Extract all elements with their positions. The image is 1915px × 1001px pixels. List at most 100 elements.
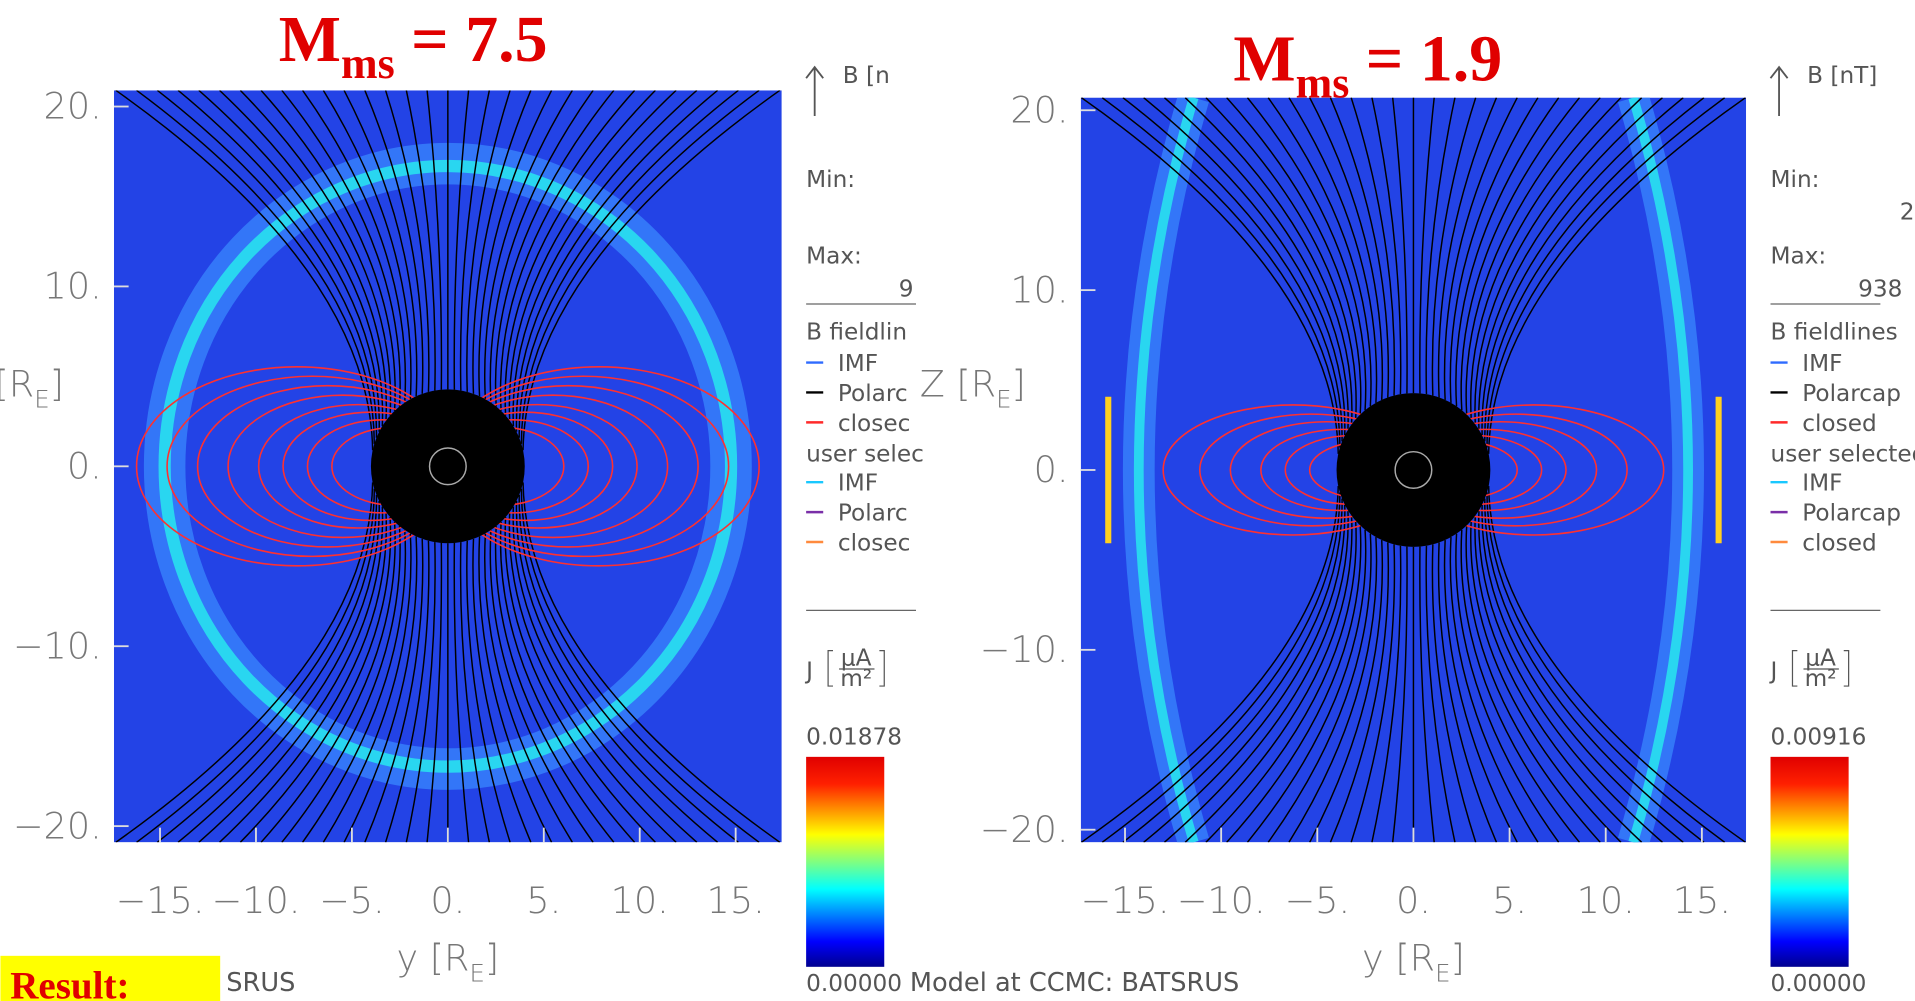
field-line: [1122, 97, 1343, 442]
field-line: [1484, 498, 1705, 843]
x-axis-label: y [RE]: [396, 936, 499, 987]
field-map: [1080, 97, 1747, 843]
credit: SRUS: [226, 968, 295, 998]
x-tick-label: −10.: [1177, 879, 1266, 922]
field-line: [1437, 97, 1498, 398]
b-max-value: 9: [899, 276, 914, 303]
field-line: [1474, 97, 1643, 425]
field-line: [1350, 544, 1396, 843]
field-line: [453, 542, 470, 843]
legend-label: IMF: [838, 350, 878, 377]
field-line: [1481, 97, 1684, 436]
field-line: [484, 90, 573, 400]
y-tick-label: −10.: [13, 624, 102, 667]
field-line: [1163, 97, 1349, 430]
earth: [1336, 393, 1491, 547]
field-line: [1143, 97, 1346, 436]
field-line: [459, 90, 491, 391]
y-tick-label: −20.: [13, 804, 102, 847]
b-min-label: Min:: [806, 166, 855, 193]
title-main: M: [279, 3, 341, 76]
y-tick-label: 20.: [44, 85, 102, 128]
field-line: [1329, 542, 1390, 843]
field-line: [1470, 520, 1622, 843]
field-line: [1329, 97, 1390, 398]
title-sub: ms: [341, 39, 395, 88]
field-line: [1431, 544, 1477, 843]
b-label: B [n: [843, 62, 890, 89]
legend-label: closed: [1802, 410, 1876, 437]
colorbar-symbol: J: [804, 658, 813, 685]
earth-inner: [1394, 450, 1433, 490]
bracket: [1791, 650, 1850, 687]
field-line: [281, 526, 401, 843]
field-line: [484, 533, 573, 843]
field-line: [1350, 97, 1396, 396]
field-line: [1309, 540, 1384, 843]
x-tick-label: 10.: [1577, 879, 1635, 922]
field-line: [466, 90, 511, 392]
field-line: [136, 488, 376, 843]
field-line: [1481, 504, 1684, 843]
colorbar: [1770, 756, 1849, 967]
field-line: [1080, 97, 1339, 454]
credit: Model at CCMC: BATSRUS: [910, 968, 1239, 998]
colorbar-tick-label: 0.00000: [1771, 970, 1867, 997]
x-axis-label-close: ]: [1451, 936, 1465, 979]
colorbar-den: m²: [840, 665, 872, 692]
field-line: [405, 90, 436, 391]
legend-label: IMF: [1802, 470, 1842, 497]
x-tick-label: 0.: [430, 879, 465, 922]
x-tick-label: −5.: [319, 879, 385, 922]
field-line: [1437, 542, 1498, 843]
x-tick-label: −5.: [1284, 879, 1350, 922]
title-rest: = 7.5: [395, 3, 548, 76]
y-tick-label: 0.: [67, 445, 102, 488]
x-tick-label: −15.: [1081, 879, 1170, 922]
b-arrow: [1769, 65, 1789, 116]
field-line: [1449, 97, 1539, 403]
colorbar-num: μA: [1805, 644, 1836, 671]
legend-label: Polarcap: [1802, 500, 1901, 527]
x-tick-label: 0.: [1396, 879, 1431, 922]
field-line: [1465, 97, 1601, 415]
field-line: [343, 90, 418, 397]
field-line: [239, 90, 392, 416]
y-tick-label: 10.: [44, 265, 102, 308]
colorbar-tick-label: 0.01878: [806, 724, 902, 751]
field-line: [494, 90, 615, 407]
x-tick-label: 10.: [611, 879, 669, 922]
y-tick-label: 10.: [1010, 268, 1068, 311]
x-axis-label-close: ]: [485, 936, 499, 979]
legend-label: IMF: [1802, 350, 1842, 377]
field-line: [499, 521, 636, 843]
field-line: [1455, 97, 1560, 407]
x-axis-label-text: y [R: [1362, 936, 1435, 979]
field-line: [1309, 97, 1384, 400]
bow-shock: [1628, 97, 1693, 843]
colorbar-den: m²: [1805, 665, 1837, 692]
field-line: [499, 90, 636, 411]
field-line: [1246, 97, 1367, 411]
field-line: [1449, 537, 1539, 843]
field-line: [1465, 525, 1601, 843]
bow-shock: [1133, 97, 1199, 843]
y-axis-label-close: ]: [1012, 363, 1026, 406]
title-main: M: [1233, 23, 1295, 96]
field-line: [1267, 97, 1372, 407]
field-line: [1425, 97, 1456, 395]
b-min-label: Min:: [1771, 166, 1820, 193]
bracket: [827, 650, 885, 687]
field-line: [508, 511, 677, 843]
field-line: [1425, 545, 1456, 843]
legend-label: Polarc: [838, 380, 908, 407]
x-axis-label: y [RE]: [1362, 936, 1465, 987]
y-tick-label: 0.: [1034, 448, 1069, 491]
field-line: [508, 90, 677, 421]
b-max-value: 938: [1858, 276, 1902, 303]
field-line: [426, 90, 443, 390]
field-line: [1267, 533, 1372, 843]
field-line: [260, 90, 396, 411]
y-tick-label: −20.: [980, 808, 1069, 851]
